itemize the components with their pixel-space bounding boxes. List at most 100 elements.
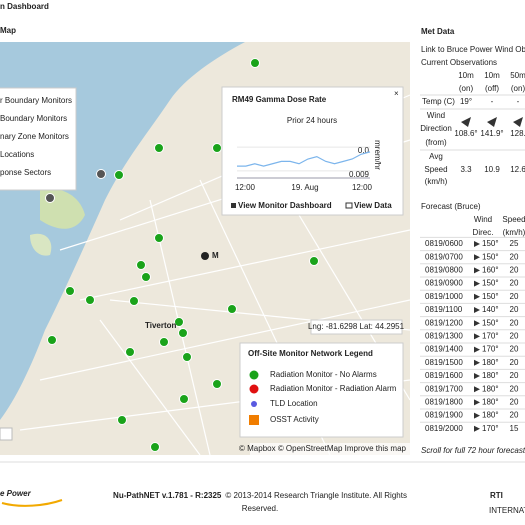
wind-arrow [474,373,480,379]
monitor-marker[interactable] [96,169,106,179]
forecast-direction: 180° [482,371,499,380]
forecast-speed: 20 [510,358,519,367]
forecast-time: 0819/1100 [425,305,463,314]
cell: 3.3 [460,165,472,174]
attribution[interactable]: © Mapbox © OpenStreetMap Improve this ma… [239,444,407,453]
forecast-direction: 150° [482,318,499,327]
column-header: (on) [511,84,525,93]
forecast-speed: 20 [510,318,519,327]
wind-arrow [474,333,480,340]
column-header: Speed [502,215,525,224]
layer-option[interactable]: Locations [0,150,34,159]
column-header: 50m [510,71,525,80]
column-header: 10m [484,71,500,80]
forecast-speed: 20 [510,371,519,380]
coordinates: Lng: -81.6298 Lat: 44.2951 [308,322,405,331]
footer-text: Reserved. [242,504,278,513]
forecast-direction: 180° [482,411,499,420]
map-title: Map [0,26,16,35]
legend-label: TLD Location [270,399,318,408]
forecast-direction: 150° [482,252,499,261]
monitor-marker[interactable] [154,143,164,153]
met-link[interactable]: Link to Bruce Power Wind Obser [421,45,525,54]
forecast-direction: 170° [482,424,499,433]
forecast-time: 0819/1900 [425,411,463,420]
row-label: (km/h) [425,177,448,186]
monitor-marker[interactable] [250,58,260,68]
line-series [237,151,371,167]
wind-arrow [513,117,523,127]
monitor-marker[interactable] [174,317,184,327]
x-tick-label: 12:00 [352,183,373,192]
monitor-marker[interactable] [178,328,188,338]
popup-button[interactable]: View Monitor Dashboard [238,201,332,210]
forecast-direction: 170° [482,332,499,341]
map-control[interactable] [0,427,13,441]
forecast-direction: 180° [482,398,499,407]
cell: 12.6 [510,165,525,174]
monitor-marker[interactable] [182,352,192,362]
copyright: © 2013-2014 Research Triangle Institute.… [225,491,407,500]
wind-arrow [474,267,480,274]
forecast-time: 0819/1000 [425,292,463,301]
site-marker[interactable] [201,252,209,260]
monitor-marker[interactable] [125,347,135,357]
monitor-marker[interactable] [159,337,169,347]
column-header: Direc. [473,228,494,237]
popup-title: RM49 Gamma Dose Rate [232,95,327,104]
row-label: Wind [427,111,445,120]
layer-option[interactable]: Boundary Monitors [0,114,67,123]
forecast-direction: 150° [482,279,499,288]
monitor-marker[interactable] [150,442,160,452]
coordinate-box [310,319,403,335]
layer-option[interactable]: r Boundary Monitors [0,96,72,105]
forecast-speed: 20 [510,398,519,407]
monitor-marker[interactable] [47,335,57,345]
monitor-marker[interactable] [309,256,319,266]
monitor-marker[interactable] [117,415,127,425]
monitor-marker[interactable] [212,379,222,389]
wind-arrow [474,386,480,393]
y-tick-label: 0.009 [349,170,370,179]
forecast-direction: 150° [482,292,499,301]
logo: e Power [0,489,32,498]
monitor-marker[interactable] [154,233,164,243]
monitor-marker[interactable] [129,296,139,306]
cell: - [517,97,520,106]
monitor-marker[interactable] [65,286,75,296]
wind-arrow [474,293,480,300]
monitor-marker[interactable] [85,295,95,305]
monitor-marker[interactable] [141,272,151,282]
popup-button[interactable]: View Data [354,201,392,210]
layer-option[interactable]: ponse Sectors [0,168,51,177]
wind-arrow [474,425,480,432]
cell: 10.9 [484,165,500,174]
row-label: Avg [429,152,443,161]
rti-sub: INTERNAT [489,506,525,515]
monitor-marker[interactable] [114,170,124,180]
monitor-marker[interactable] [179,394,189,404]
forecast-time: 0819/0600 [425,239,463,248]
column-header: 10m [458,71,474,80]
met-title: Met Data [421,27,455,36]
y-tick-label: 0.0 [358,146,370,155]
legend-symbol [249,370,259,380]
column-header: (km/h) [503,228,525,237]
monitor-marker[interactable] [136,260,146,270]
cell: 128. [510,129,525,138]
wind-arrow [474,241,480,247]
monitor-marker[interactable] [227,304,237,314]
forecast-direction: 170° [482,345,499,354]
monitor-marker[interactable] [45,193,55,203]
layer-option[interactable]: nary Zone Monitors [0,132,69,141]
column-header: (off) [485,84,499,93]
legend-label: Radiation Monitor - No Alarms [270,370,377,379]
wind-arrow [474,320,480,327]
wind-arrow [474,399,480,406]
x-tick-label: 12:00 [235,183,256,192]
monitor-marker[interactable] [212,143,222,153]
forecast-time: 0819/1400 [425,345,463,354]
popup [221,86,404,216]
popup-close[interactable]: × [394,89,399,98]
